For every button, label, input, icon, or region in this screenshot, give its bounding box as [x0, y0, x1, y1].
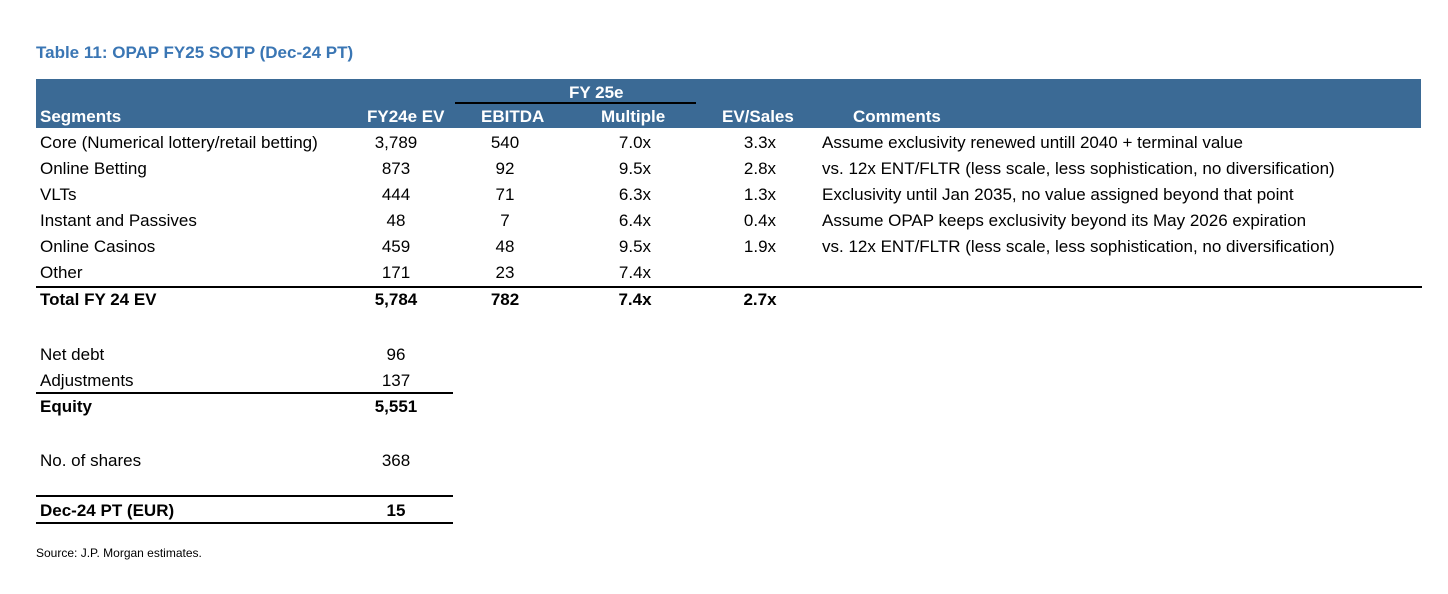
- pt-bottom-line: [36, 522, 453, 524]
- row-ev-sales: 0.4x: [743, 211, 777, 230]
- row-segment: Other: [40, 263, 83, 282]
- row-segment: Online Casinos: [40, 237, 156, 256]
- row-ev-sales: 3.3x: [743, 133, 777, 152]
- row-multiple: 6.4x: [618, 211, 652, 230]
- row-ebitda: 7: [500, 211, 510, 230]
- col-header-ebitda: EBITDA: [481, 107, 545, 126]
- row-ev: 171: [381, 263, 411, 282]
- table-header: FY 25e Segments FY24e EV EBITDA Multiple…: [36, 79, 1421, 128]
- pt-top-line: [36, 495, 453, 497]
- col-header-comments: Comments: [853, 107, 941, 126]
- row-comment: vs. 12x ENT/FLTR (less scale, less sophi…: [822, 159, 1335, 178]
- row-multiple: 7.0x: [618, 133, 652, 152]
- total-multiple: 7.4x: [618, 290, 652, 309]
- adjustments-label: Adjustments: [40, 371, 134, 390]
- row-comment: vs. 12x ENT/FLTR (less scale, less sophi…: [822, 237, 1335, 256]
- shares-value: 368: [381, 451, 411, 470]
- equity-label: Equity: [40, 397, 92, 416]
- row-ebitda: 71: [495, 185, 515, 204]
- row-multiple: 7.4x: [618, 263, 652, 282]
- row-segment: VLTs: [40, 185, 77, 204]
- row-multiple: 6.3x: [618, 185, 652, 204]
- fy25e-group-label: FY 25e: [569, 83, 624, 102]
- row-comment: Assume exclusivity renewed untill 2040 +…: [822, 133, 1243, 152]
- row-comment: Assume OPAP keeps exclusivity beyond its…: [822, 211, 1307, 230]
- row-segment: Instant and Passives: [40, 211, 197, 230]
- row-multiple: 9.5x: [618, 237, 652, 256]
- row-ev-sales: 1.9x: [743, 237, 777, 256]
- source-note: Source: J.P. Morgan estimates.: [36, 546, 202, 560]
- row-ebitda: 23: [495, 263, 515, 282]
- equity-separator-line: [36, 392, 453, 394]
- net-debt-label: Net debt: [40, 345, 105, 364]
- row-ev: 3,789: [374, 133, 418, 152]
- row-segment: Online Betting: [40, 159, 147, 178]
- row-ev-sales: 2.8x: [743, 159, 777, 178]
- row-segment: Core (Numerical lottery/retail betting): [40, 133, 318, 152]
- total-ev: 5,784: [374, 290, 418, 309]
- row-ebitda: 48: [495, 237, 515, 256]
- total-ebitda: 782: [490, 290, 520, 309]
- col-header-ev-sales: EV/Sales: [722, 107, 794, 126]
- shares-label: No. of shares: [40, 451, 142, 470]
- total-separator-line: [36, 286, 1422, 288]
- row-ev: 444: [381, 185, 411, 204]
- price-target-value: 15: [386, 501, 406, 520]
- row-multiple: 9.5x: [618, 159, 652, 178]
- adjustments-value: 137: [381, 371, 411, 390]
- row-ebitda: 92: [495, 159, 515, 178]
- row-comment: Exclusivity until Jan 2035, no value ass…: [822, 185, 1294, 204]
- row-ev-sales: 1.3x: [743, 185, 777, 204]
- total-ev-sales: 2.7x: [743, 290, 777, 309]
- row-ebitda: 540: [490, 133, 520, 152]
- row-ev: 459: [381, 237, 411, 256]
- col-header-multiple: Multiple: [601, 107, 666, 126]
- row-ev: 48: [386, 211, 406, 230]
- equity-value: 5,551: [374, 397, 418, 416]
- net-debt-value: 96: [386, 345, 406, 364]
- fy25e-underline: [455, 102, 696, 104]
- col-header-ev: FY24e EV: [367, 107, 445, 126]
- col-header-segments: Segments: [40, 107, 122, 126]
- table-title: Table 11: OPAP FY25 SOTP (Dec-24 PT): [36, 43, 354, 62]
- price-target-label: Dec-24 PT (EUR): [40, 501, 175, 520]
- row-ev: 873: [381, 159, 411, 178]
- total-label: Total FY 24 EV: [40, 290, 157, 309]
